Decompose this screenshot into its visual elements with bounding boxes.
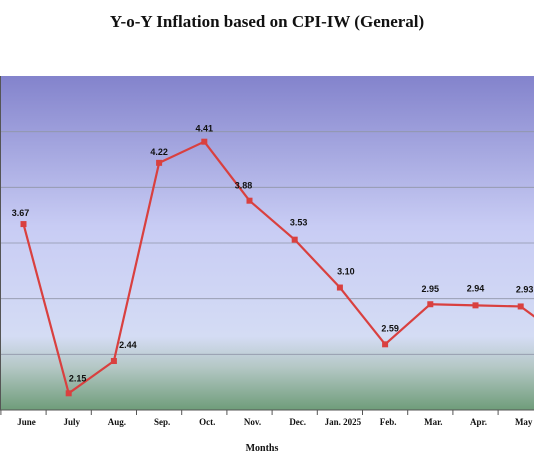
x-tick-label-1: July — [63, 417, 80, 427]
data-point-6 — [291, 236, 298, 243]
x-tick-label-3: Sep. — [154, 417, 170, 427]
data-label-10: 2.94 — [467, 283, 485, 293]
data-point-9 — [427, 301, 434, 308]
data-label-9: 2.95 — [422, 284, 440, 294]
data-point-11 — [517, 303, 524, 310]
x-tick-label-7: Jan. 2025 — [325, 417, 362, 427]
data-point-4 — [201, 138, 208, 145]
data-label-8: 2.59 — [381, 323, 399, 333]
data-label-6: 3.53 — [290, 218, 308, 228]
data-label-11: 2.93 — [516, 284, 534, 294]
data-point-0 — [20, 221, 27, 228]
x-tick-label-9: Mar. — [424, 417, 442, 427]
x-tick-label-10: Apr. — [470, 417, 487, 427]
data-label-4: 4.41 — [196, 124, 214, 134]
data-label-5: 3.88 — [235, 181, 253, 191]
x-tick-label-8: Feb. — [380, 417, 397, 427]
x-tick-label-0: June — [17, 417, 36, 427]
data-point-7 — [336, 284, 343, 291]
data-point-10 — [472, 302, 479, 309]
data-label-7: 3.10 — [337, 267, 355, 277]
chart-title: Y-o-Y Inflation based on CPI-IW (General… — [109, 12, 425, 31]
x-axis-title: Months — [246, 443, 279, 454]
x-tick-label-2: Aug. — [108, 417, 126, 427]
x-tick-label-11: May — [515, 417, 533, 427]
data-label-2: 2.44 — [119, 340, 137, 350]
data-point-8 — [382, 341, 389, 348]
data-point-2 — [110, 358, 117, 365]
data-point-1 — [65, 390, 72, 397]
data-point-5 — [246, 197, 253, 204]
x-tick-label-4: Oct. — [199, 417, 215, 427]
data-label-0: 3.67 — [12, 208, 30, 218]
data-label-3: 4.22 — [150, 147, 168, 157]
data-label-1: 2.15 — [69, 373, 87, 383]
x-tick-label-5: Nov. — [244, 417, 261, 427]
data-point-3 — [156, 159, 163, 166]
x-tick-label-6: Dec. — [289, 417, 306, 427]
